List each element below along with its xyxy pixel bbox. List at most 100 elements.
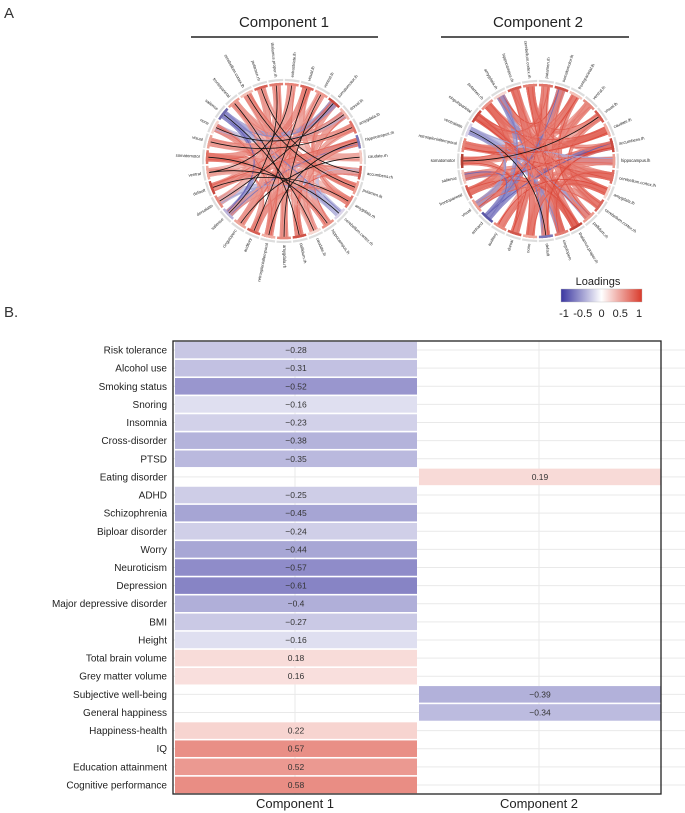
chord-segment-label: visual bbox=[192, 134, 204, 142]
heatmap-cell-label: −0.24 bbox=[285, 526, 307, 536]
heatmap-cell-label: 0.52 bbox=[288, 762, 305, 772]
heatmap-cell-label: −0.38 bbox=[285, 436, 307, 446]
chord-segment-label: hippocampus.lh bbox=[621, 158, 651, 163]
chord-segment-label: pallidum.rh bbox=[592, 221, 610, 240]
heatmap-row-label: Height bbox=[138, 635, 167, 646]
chord-ring-segment bbox=[268, 80, 283, 81]
heatmap-row-label: Cross-disorder bbox=[101, 436, 167, 447]
chord-segment-label: caudate.lh bbox=[613, 116, 633, 129]
chord-2-title: Component 2 bbox=[493, 14, 583, 31]
chord-segment-label: somatomotor bbox=[431, 158, 456, 163]
heatmap-row-label: Snoring bbox=[133, 400, 167, 411]
chord-segment-label: cerebellum.cortex.rh bbox=[523, 40, 532, 79]
chord-diagram-2: Component 2 putamen.rh somatomotor.lh fron… bbox=[418, 14, 657, 265]
heatmap-cell-label: −0.4 bbox=[288, 599, 305, 609]
heatmap-cell-label: 0.18 bbox=[288, 653, 305, 663]
chord-ring-segment bbox=[360, 134, 364, 148]
chord-ring-segment bbox=[364, 150, 365, 165]
legend-tick-label: 0 bbox=[598, 308, 604, 320]
chord-segment-label: ventral.lh bbox=[322, 71, 335, 89]
heatmap-row-label: Education attainment bbox=[73, 762, 167, 773]
chord-segment-label: cinguloparietal bbox=[448, 94, 473, 114]
chord-segment-label: cerebellum.cortex.lh bbox=[223, 53, 246, 89]
chord-segment-label: amygdala.rh bbox=[282, 245, 287, 269]
chord-segment-label: visual.lh bbox=[306, 65, 316, 82]
chord-segment-label: ventral bbox=[188, 171, 201, 178]
heatmap-cell-label: −0.34 bbox=[529, 707, 551, 717]
chord-segment-label: amygdala.lh bbox=[358, 111, 381, 126]
heatmap-row-label: Alcohol use bbox=[115, 364, 167, 375]
loadings-legend: Loadings -1 -0.5 0 0.5 1 bbox=[559, 276, 642, 320]
heatmap-row-label: Happiness-health bbox=[89, 726, 167, 737]
chord-segment-label: none bbox=[199, 117, 210, 126]
chord-segment-label: retrosplenialtemporal bbox=[418, 133, 457, 146]
chord-ring-bar bbox=[539, 85, 553, 86]
chord-segment-label: putamen.lh bbox=[362, 187, 384, 199]
chord-ring-bar bbox=[359, 166, 361, 180]
heatmap-row-label: Cognitive performance bbox=[66, 780, 167, 791]
chord-segment-label: auditory bbox=[487, 231, 499, 247]
chord-ring-segment bbox=[204, 134, 208, 148]
chord-diagram-1: Component 1 extrastriate.lh visual.lh vent… bbox=[176, 14, 396, 282]
chord-ring-segment bbox=[459, 137, 462, 152]
heatmap-row-label: Neuroticism bbox=[114, 563, 167, 574]
chord-ring-segment bbox=[522, 81, 537, 83]
chord-segment-label: none bbox=[525, 243, 531, 253]
chord-segment-label: thalamus.proper.rh bbox=[270, 42, 279, 78]
heatmap-row-label: Risk tolerance bbox=[104, 346, 168, 357]
heatmap-cell-label: −0.31 bbox=[285, 363, 307, 373]
heatmap-row-label: Smoking status bbox=[99, 382, 167, 393]
heatmap-row-label: ADHD bbox=[139, 491, 167, 502]
chord-segment-label: amygdala.lh bbox=[613, 192, 636, 206]
heatmap-cell-label: −0.16 bbox=[285, 399, 307, 409]
figure: A Component 1 extrastriate.lh visual.lh ve… bbox=[0, 0, 685, 813]
chord-segment-label: default bbox=[192, 187, 206, 196]
chord-segment-label: accumbens.rh bbox=[367, 171, 394, 180]
heatmap-cell-label: −0.39 bbox=[529, 689, 551, 699]
heatmap-row-label: BMI bbox=[149, 617, 167, 628]
chord-ring-bar bbox=[207, 166, 209, 180]
heatmap-column-label: Component 1 bbox=[256, 796, 334, 811]
chord-segment-label: retrosplenialtemporal bbox=[256, 243, 269, 282]
heatmap-row-label: Subjective well-being bbox=[73, 690, 167, 701]
heatmap-row-label: Grey matter volume bbox=[79, 672, 167, 683]
chord-segment-label: salience bbox=[210, 216, 225, 231]
heatmap-cell-label: −0.57 bbox=[285, 563, 307, 573]
chord-ring-bar bbox=[269, 84, 283, 85]
heatmap-cell-label: −0.61 bbox=[285, 581, 307, 591]
chord-ring-segment bbox=[363, 166, 365, 181]
chord-ring-bar bbox=[285, 84, 299, 85]
heatmap-row-label: General happiness bbox=[83, 708, 167, 719]
chord-segment-label: putamen.rh bbox=[467, 82, 485, 102]
chord-ring-segment bbox=[539, 239, 554, 241]
heatmap-cell-label: 0.58 bbox=[288, 780, 305, 790]
chord-segment-label: dorsal bbox=[506, 239, 514, 251]
chord-segment-label: visual bbox=[460, 207, 472, 217]
chord-segment-label: ventral.lh bbox=[591, 84, 607, 100]
chord-segment-label: somatomotor.lh bbox=[337, 73, 360, 98]
chord-segment-label: cinguloperc bbox=[562, 239, 573, 261]
chord-ring-segment bbox=[285, 80, 300, 81]
chord-segment-label: pallidum.rh bbox=[299, 243, 308, 265]
chord-segment-label: extrastriate.lh bbox=[290, 51, 298, 77]
chord-ring-segment bbox=[459, 170, 462, 185]
chord-segment-label: cerebellum.cortex.rh bbox=[343, 217, 374, 247]
legend-colorbar bbox=[561, 289, 642, 302]
chord-segment-label: hippocampus.rh bbox=[501, 53, 515, 84]
heatmap-cell-label: −0.28 bbox=[285, 345, 307, 355]
panel-b-label: B. bbox=[4, 304, 18, 321]
heatmap-row-label: IQ bbox=[156, 744, 167, 755]
legend-tick-label: 1 bbox=[636, 308, 642, 320]
chord-segment-label: default bbox=[545, 243, 551, 257]
heatmap-cell-label: −0.35 bbox=[285, 454, 307, 464]
legend-tick-label: -0.5 bbox=[573, 308, 592, 320]
chord-segment-label: dorsal.lh bbox=[349, 97, 365, 111]
chord-segment-label: frontoparietal.lh bbox=[577, 62, 596, 90]
chord-segment-label: frontoparietal bbox=[439, 192, 463, 207]
chord-segment-label: salience bbox=[204, 98, 220, 112]
heatmap-cell-label: −0.25 bbox=[285, 490, 307, 500]
chord-segment-label: hippocampus.rh bbox=[365, 130, 396, 142]
heatmap-row-label: Worry bbox=[141, 545, 167, 556]
heatmap-cell-label: −0.23 bbox=[285, 418, 307, 428]
chord-ring-segment bbox=[261, 239, 275, 242]
